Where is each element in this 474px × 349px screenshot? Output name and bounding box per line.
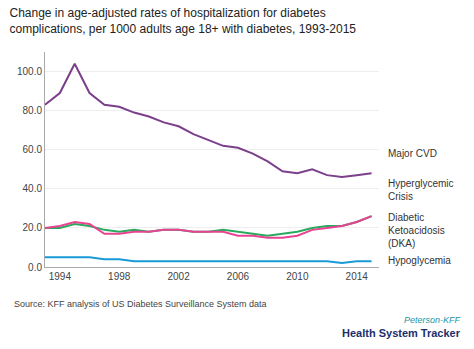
svg-text:80.0: 80.0 [23, 105, 43, 116]
svg-text:Peterson-KFF: Peterson-KFF [404, 315, 461, 325]
svg-text:HyperglycemicCrisis: HyperglycemicCrisis [388, 178, 454, 202]
svg-text:1994: 1994 [49, 271, 72, 282]
svg-text:2002: 2002 [167, 271, 190, 282]
svg-text:Change in age-adjusted rates o: Change in age-adjusted rates of hospital… [9, 6, 356, 36]
svg-text:0.0: 0.0 [28, 262, 42, 273]
svg-text:2006: 2006 [227, 271, 250, 282]
svg-text:2014: 2014 [346, 271, 369, 282]
svg-text:2010: 2010 [286, 271, 309, 282]
svg-text:20.0: 20.0 [23, 222, 43, 233]
svg-text:1998: 1998 [108, 271, 131, 282]
svg-text:DiabeticKetoacidosis(DKA): DiabeticKetoacidosis(DKA) [388, 212, 445, 249]
svg-text:100.0: 100.0 [17, 66, 42, 77]
svg-text:40.0: 40.0 [23, 183, 43, 194]
svg-text:Source: KFF analysis of US Dia: Source: KFF analysis of US Diabetes Surv… [14, 299, 267, 309]
svg-text:Major CVD: Major CVD [388, 148, 437, 159]
svg-text:60.0: 60.0 [23, 144, 43, 155]
svg-text:Hypoglycemia: Hypoglycemia [388, 255, 451, 266]
svg-text:Health System Tracker: Health System Tracker [342, 327, 461, 339]
